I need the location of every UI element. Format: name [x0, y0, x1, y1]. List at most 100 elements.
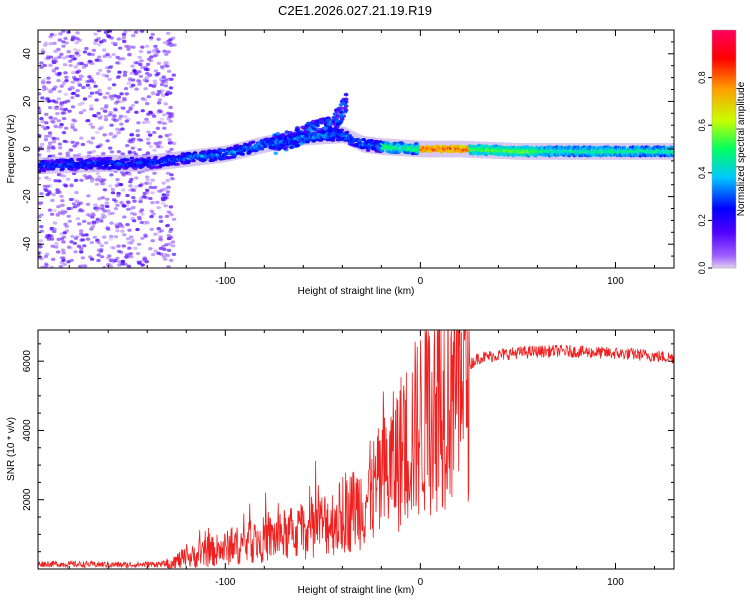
heatmap-cell: [131, 34, 136, 38]
heatmap-cell: [143, 67, 149, 71]
heatmap-cell: [73, 65, 78, 69]
heatmap-cell: [148, 38, 154, 42]
heatmap-cell: [102, 188, 108, 192]
heatmap-cell: [94, 38, 99, 43]
heatmap-cell: [76, 202, 82, 206]
heatmap-cell: [102, 95, 107, 99]
colorbar-frame: [711, 29, 737, 269]
heatmap-cell: [208, 149, 214, 154]
heatmap-cell: [74, 51, 80, 55]
heatmap-cell: [134, 72, 139, 76]
heatmap-cell: [154, 47, 159, 51]
heatmap-cell: [164, 224, 170, 228]
heatmap-cell: [99, 255, 105, 259]
heatmap-cell: [71, 91, 76, 95]
heatmap-cell: [104, 103, 109, 108]
heatmap-cell: [74, 204, 79, 208]
heatmap-cell: [59, 102, 64, 106]
heatmap-cell: [61, 56, 67, 60]
heatmap-cell: [97, 88, 102, 92]
heatmap-cell: [60, 248, 66, 252]
heatmap-cell: [111, 246, 116, 250]
heatmap-cell: [191, 159, 196, 163]
heatmap-cell: [38, 239, 44, 243]
heatmap-cell: [123, 30, 128, 34]
heatmap-cell: [59, 123, 64, 127]
heatmap-cell: [156, 72, 161, 76]
heatmap-cell: [120, 259, 126, 263]
heatmap-cell: [102, 133, 107, 137]
heatmap-cell: [47, 131, 53, 135]
heatmap-cell: [145, 62, 151, 66]
heatmap-cell: [79, 247, 84, 251]
heatmap-cell: [100, 196, 106, 200]
heatmap-cell: [130, 188, 135, 192]
heatmap-cell: [68, 59, 73, 63]
heatmap-cell: [156, 142, 161, 146]
heatmap-cell: [118, 128, 123, 132]
heatmap-cell: [169, 258, 174, 262]
heatmap-cell: [137, 82, 142, 86]
heatmap-cell: [114, 118, 120, 123]
heatmap-cell: [82, 97, 88, 101]
heatmap-cell: [334, 118, 340, 122]
heatmap-cell: [51, 140, 57, 144]
heatmap-cell: [58, 146, 63, 150]
heatmap-cell: [143, 98, 148, 102]
heatmap-cell: [111, 41, 116, 45]
spectrogram-y-tick-label: -20: [22, 189, 33, 204]
heatmap-cell: [89, 179, 95, 183]
heatmap-cell: [57, 55, 62, 59]
heatmap-cell: [120, 229, 125, 233]
heatmap-cell: [56, 160, 62, 164]
heatmap-cell: [146, 130, 151, 134]
heatmap-cell: [57, 71, 62, 75]
heatmap-cell: [163, 84, 169, 88]
heatmap-cell: [165, 171, 171, 175]
heatmap-cell: [41, 168, 47, 173]
spectrogram-y-tick-label: -40: [22, 237, 33, 252]
heatmap-cell: [124, 255, 130, 259]
heatmap-cell: [111, 135, 117, 139]
heatmap-cell: [67, 219, 73, 223]
heatmap-cell: [93, 84, 98, 88]
heatmap-cell: [88, 151, 93, 155]
heatmap-cell: [135, 227, 140, 232]
heatmap-cell: [130, 146, 136, 150]
heatmap-cell: [116, 37, 122, 41]
heatmap-cell: [116, 181, 121, 186]
heatmap-cell: [330, 138, 336, 142]
heatmap-cell: [113, 108, 118, 112]
heatmap-cell: [95, 238, 100, 242]
heatmap-cell: [139, 208, 145, 212]
heatmap-cell: [59, 194, 64, 198]
heatmap-cell: [156, 89, 162, 94]
heatmap-cell: [73, 47, 78, 52]
heatmap-cell: [87, 86, 92, 90]
heatmap-cell: [92, 41, 98, 45]
heatmap-cell: [134, 87, 139, 91]
heatmap-cell: [136, 79, 141, 83]
heatmap-cell: [40, 125, 46, 129]
heatmap-cell: [127, 172, 132, 176]
heatmap-cell: [94, 91, 100, 95]
heatmap-cell: [161, 255, 167, 259]
heatmap-cell: [71, 202, 77, 206]
heatmap-cell: [113, 134, 118, 138]
heatmap-cell: [85, 80, 90, 84]
heatmap-cell: [164, 196, 169, 200]
heatmap-cell: [76, 244, 82, 248]
heatmap-cell: [96, 111, 101, 115]
heatmap-cell: [38, 106, 41, 110]
heatmap-cell: [95, 72, 101, 76]
heatmap-cell: [165, 150, 170, 154]
heatmap-cell: [150, 32, 155, 37]
heatmap-cell: [53, 179, 58, 183]
heatmap-cell: [145, 188, 150, 192]
heatmap-cell: [51, 99, 56, 103]
heatmap-cell: [123, 115, 128, 119]
colorbar-tick-label: 0.2: [697, 214, 707, 227]
heatmap-cell: [79, 232, 84, 236]
heatmap-cell: [323, 126, 328, 131]
